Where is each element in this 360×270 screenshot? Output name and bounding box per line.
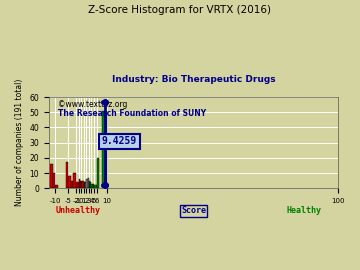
Bar <box>73 173 76 188</box>
Text: Healthy: Healthy <box>286 207 321 215</box>
Bar <box>93 184 94 188</box>
Bar <box>89 181 90 188</box>
Bar <box>96 158 99 188</box>
Bar <box>77 184 78 188</box>
Text: The Research Foundation of SUNY: The Research Foundation of SUNY <box>58 109 206 118</box>
Text: ©www.textbiz.org: ©www.textbiz.org <box>58 100 127 109</box>
Text: Score: Score <box>181 207 206 215</box>
Y-axis label: Number of companies (191 total): Number of companies (191 total) <box>15 79 24 206</box>
Text: Unhealthy: Unhealthy <box>55 207 100 215</box>
Text: 9.4259: 9.4259 <box>102 136 137 146</box>
Bar <box>87 178 89 188</box>
Bar <box>82 181 84 188</box>
Bar <box>91 184 93 188</box>
Bar <box>94 185 96 188</box>
Text: Industry: Bio Therapeutic Drugs: Industry: Bio Therapeutic Drugs <box>112 75 275 84</box>
Text: Z-Score Histogram for VRTX (2016): Z-Score Histogram for VRTX (2016) <box>89 5 271 15</box>
Bar <box>90 182 91 188</box>
Bar <box>81 181 82 188</box>
Bar <box>55 185 58 188</box>
Bar <box>80 181 81 188</box>
Bar <box>50 164 53 188</box>
Bar <box>71 181 73 188</box>
Bar <box>76 182 78 188</box>
Bar <box>85 182 86 188</box>
Bar <box>68 176 71 188</box>
Bar <box>78 179 80 188</box>
Bar <box>66 162 68 188</box>
Bar <box>86 179 87 188</box>
Bar <box>53 173 55 188</box>
Bar <box>102 111 107 188</box>
Bar <box>84 182 85 188</box>
